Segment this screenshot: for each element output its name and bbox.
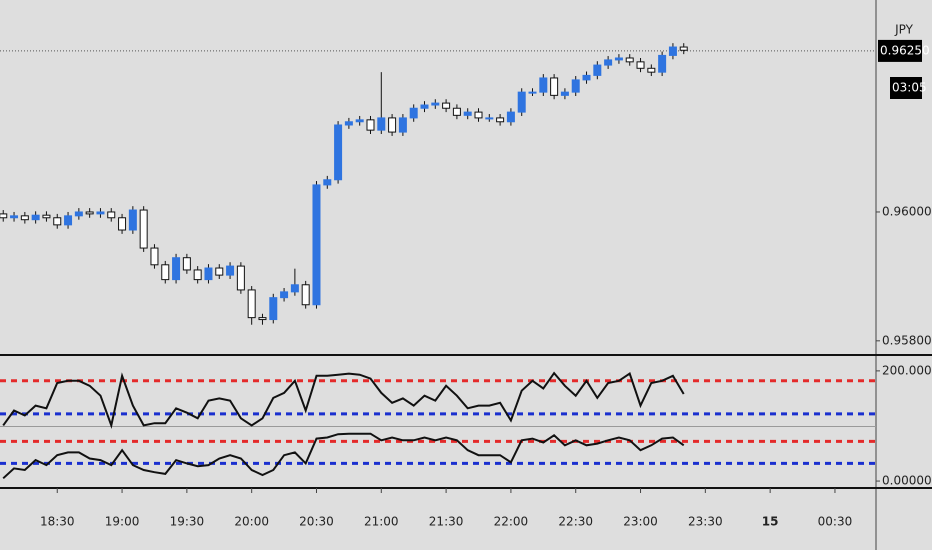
x-tick-label: 00:30: [818, 515, 853, 529]
candle-body: [517, 91, 526, 113]
indicator-line: [2, 371, 685, 429]
candle-body: [150, 247, 159, 266]
candle-body: [118, 217, 127, 231]
candle-body: [355, 119, 364, 123]
candle-body: [42, 214, 51, 219]
indicator-tick-label: 0.00000: [882, 474, 932, 488]
candle-body: [474, 111, 483, 119]
candle-body: [398, 117, 407, 133]
x-tick-label: 18:30: [40, 515, 75, 529]
x-tick-label: 21:30: [429, 515, 464, 529]
candle-body: [107, 211, 116, 219]
candle-body: [161, 264, 170, 281]
candle-body: [53, 217, 62, 226]
candle-body: [377, 117, 386, 131]
x-tick-label: 23:00: [623, 515, 658, 529]
candle-body: [96, 211, 105, 215]
candle-body: [204, 267, 213, 281]
candle-body: [679, 46, 688, 51]
candle-body: [334, 124, 343, 181]
candle-body: [593, 64, 602, 76]
candle-body: [85, 211, 94, 215]
candle-body: [452, 107, 461, 116]
candle-body: [258, 317, 267, 321]
candle-body: [528, 91, 537, 94]
y-tick-label: 0.96000: [882, 204, 932, 218]
candle-body: [582, 74, 591, 81]
x-tick-label: 22:30: [558, 515, 593, 529]
candle-body: [571, 79, 580, 93]
indicator-tick-label: 200.00000: [882, 363, 932, 377]
candle-body: [614, 57, 623, 61]
candle-body: [31, 214, 40, 221]
candle-body: [658, 54, 667, 73]
x-tick-label: 15: [762, 515, 779, 529]
x-tick-label: 20:00: [234, 515, 269, 529]
x-tick-label: 19:30: [170, 515, 205, 529]
candle-body: [0, 213, 8, 219]
last-price-box: [878, 39, 922, 62]
x-tick-label: 22:00: [494, 515, 529, 529]
candle-body: [226, 265, 235, 276]
countdown-box: [890, 77, 922, 99]
candle-body: [10, 215, 19, 219]
candle-body: [485, 117, 494, 120]
candle-body: [625, 57, 634, 63]
candle-body: [442, 102, 451, 109]
x-tick-label: 23:30: [688, 515, 723, 529]
candle-body: [496, 117, 505, 123]
candle-body: [636, 61, 645, 69]
candle-body: [420, 104, 429, 109]
candle-body: [431, 102, 440, 106]
candle-body: [560, 91, 569, 96]
candle-body: [290, 284, 299, 293]
currency-label: JPY: [894, 23, 914, 37]
candle-body: [668, 46, 677, 56]
candle-body: [215, 267, 224, 276]
candle-body: [301, 284, 310, 306]
countdown-label: 03:05: [892, 81, 927, 95]
candle-body: [539, 77, 548, 93]
candle-body: [182, 257, 191, 271]
candle-body: [139, 209, 148, 249]
x-tick-label: 19:00: [105, 515, 140, 529]
candle-body: [550, 77, 559, 96]
candle-body: [193, 269, 202, 281]
candle-body: [388, 117, 397, 133]
candle-body: [312, 184, 321, 306]
last-price-label: 0.96250: [880, 43, 930, 57]
candle-body: [269, 297, 278, 321]
candle-body: [64, 215, 73, 226]
candle-body: [172, 257, 181, 281]
candle-body: [409, 107, 418, 119]
indicator-line: [2, 432, 685, 480]
candle-body: [247, 289, 256, 319]
candle-body: [128, 209, 137, 231]
candle-body: [506, 111, 515, 123]
candle-body: [20, 215, 29, 221]
candle-body: [366, 119, 375, 131]
candle-body: [463, 111, 472, 116]
candle-body: [323, 179, 332, 186]
y-tick-label: 0.95800: [882, 333, 932, 347]
candle-body: [74, 211, 83, 217]
x-tick-label: 20:30: [299, 515, 334, 529]
candle-body: [344, 121, 353, 126]
candle-body: [280, 291, 289, 299]
candle-body: [604, 59, 613, 66]
candle-body: [236, 265, 245, 291]
candle-body: [647, 67, 656, 73]
x-tick-label: 21:00: [364, 515, 399, 529]
